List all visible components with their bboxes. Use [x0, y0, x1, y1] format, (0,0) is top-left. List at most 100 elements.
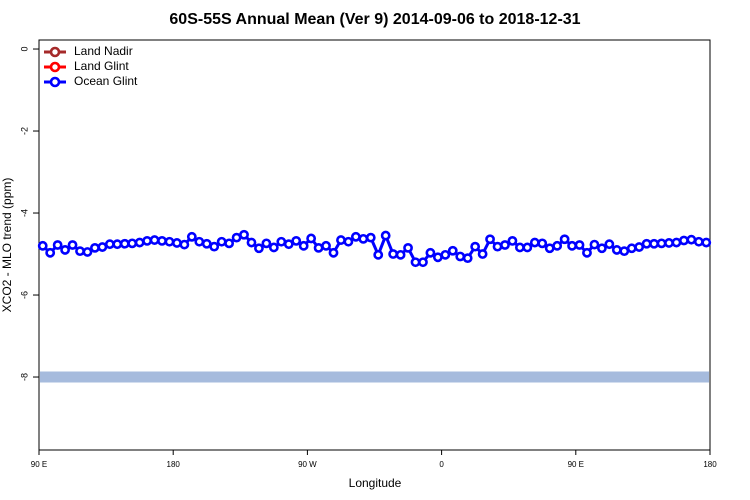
data-point: [343, 236, 354, 247]
data-point: [664, 238, 674, 248]
data-point: [485, 234, 495, 245]
data-point: [350, 231, 361, 242]
data-point: [500, 240, 510, 250]
legend-label: Land Glint: [74, 59, 129, 73]
data-point: [410, 257, 421, 268]
data-point: [604, 239, 615, 250]
data-point: [209, 241, 220, 252]
data-point: [462, 253, 473, 264]
data-point: [641, 238, 652, 249]
legend-marker: [49, 76, 61, 88]
y-tick-label: -4: [19, 209, 29, 217]
data-point: [574, 240, 585, 250]
legend-marker: [49, 46, 61, 58]
y-tick-label: -6: [19, 291, 29, 299]
data-point: [582, 247, 592, 258]
y-tick-label: 0: [19, 47, 29, 52]
data-point: [701, 237, 712, 248]
data-point: [306, 233, 317, 244]
data-point: [328, 247, 339, 258]
data-point: [52, 240, 63, 250]
data-point: [596, 243, 607, 254]
legend-label: Land Nadir: [74, 44, 133, 58]
data-point: [440, 249, 451, 260]
data-point: [157, 235, 167, 246]
data-point: [231, 232, 242, 243]
data-point: [380, 230, 391, 241]
data-point: [298, 240, 309, 251]
x-tick-label: 180: [167, 460, 181, 469]
chart-title: 60S-55S Annual Mean (Ver 9) 2014-09-06 t…: [169, 11, 580, 28]
x-tick-label: 90 E: [568, 460, 584, 469]
x-tick-label: 90 W: [298, 460, 317, 469]
data-point: [455, 251, 466, 262]
data-point: [216, 236, 227, 247]
data-point: [60, 245, 70, 255]
legend-label: Ocean Glint: [74, 74, 138, 88]
data-point: [142, 235, 153, 246]
data-point: [82, 247, 93, 257]
x-axis-label: Longitude: [349, 476, 402, 490]
data-point: [134, 237, 145, 248]
data-point: [507, 235, 518, 246]
data-point: [432, 252, 443, 263]
data-point: [693, 236, 704, 247]
data-point: [75, 246, 85, 257]
data-point: [559, 234, 570, 245]
x-tick-label: 180: [703, 460, 717, 469]
data-point: [313, 242, 324, 253]
data-point: [418, 257, 428, 268]
data-point: [544, 243, 555, 254]
data-point: [552, 240, 563, 251]
data-point: [164, 236, 175, 247]
data-point: [112, 239, 123, 250]
data-point: [67, 240, 78, 250]
data-point: [522, 242, 533, 253]
data-point: [388, 249, 399, 259]
data-point: [268, 242, 279, 253]
data-point: [447, 245, 458, 256]
data-point: [201, 238, 212, 249]
data-point: [611, 245, 622, 255]
data-point: [589, 239, 600, 250]
data-point: [656, 238, 667, 249]
data-point: [186, 231, 197, 242]
data-point: [291, 235, 302, 246]
data-point: [149, 235, 160, 245]
y-tick-label: -8: [19, 373, 29, 381]
data-point: [365, 232, 376, 243]
data-point: [119, 238, 130, 249]
data-point: [567, 240, 577, 251]
data-point: [403, 242, 413, 253]
data-point: [358, 233, 369, 244]
data-point: [671, 237, 682, 248]
data-point: [254, 243, 264, 254]
data-point: [172, 238, 182, 248]
data-point: [336, 235, 346, 245]
data-point: [537, 238, 548, 249]
data-point: [194, 236, 205, 247]
y-axis-label: XCO2 - MLO trend (ppm): [0, 178, 14, 313]
data-point: [45, 247, 56, 258]
x-tick-label: 0: [439, 460, 444, 469]
data-point: [276, 236, 287, 247]
y-tick-label: -2: [19, 127, 29, 135]
data-point: [649, 238, 659, 249]
data-point: [224, 238, 235, 249]
legend-marker: [49, 61, 61, 73]
data-point: [626, 243, 637, 254]
data-point: [179, 239, 190, 250]
data-point: [477, 249, 488, 259]
data-point: [127, 238, 138, 249]
data-point: [425, 247, 436, 258]
data-point: [395, 249, 406, 260]
x-tick-label: 90 E: [31, 460, 47, 469]
data-point: [619, 246, 630, 257]
data-point: [470, 241, 481, 252]
data-point: [283, 239, 294, 250]
data-point: [373, 249, 384, 260]
data-point: [686, 234, 697, 245]
data-point: [37, 240, 48, 251]
data-point: [321, 240, 331, 251]
